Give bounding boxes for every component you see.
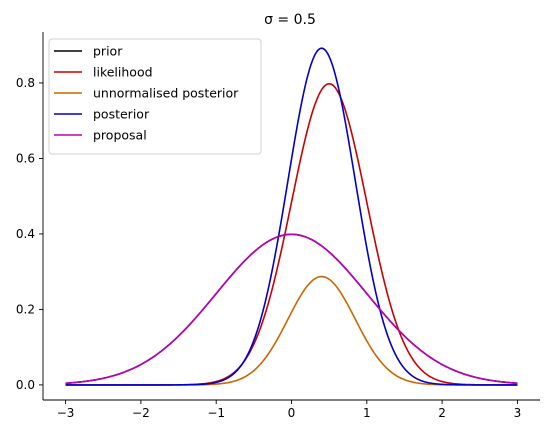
legend-label: proposal — [93, 128, 147, 143]
x-tick-label: 1 — [363, 406, 371, 420]
legend: prior likelihood unnormalised posterior pos… — [48, 38, 262, 155]
legend-label: unnormalised posterior — [93, 86, 239, 101]
series-line-posterior — [65, 47, 518, 386]
x-tick-label: 0 — [288, 406, 296, 420]
legend-label: likelihood — [93, 65, 153, 80]
series-line-proposal — [65, 233, 518, 385]
y-tick-label: 0.6 — [16, 151, 35, 165]
x-tick-label: 2 — [438, 406, 446, 420]
legend-box — [48, 38, 262, 155]
y-tick-label: 0.2 — [16, 302, 35, 316]
y-tick-label: 0.0 — [16, 378, 35, 392]
x-tick-label: −3 — [57, 406, 75, 420]
chart-title: σ = 0.5 — [264, 12, 316, 28]
x-ticks: −3 −2 −1 0 1 2 3 — [57, 400, 521, 420]
x-tick-label: 3 — [514, 406, 522, 420]
legend-label: prior — [93, 44, 123, 59]
legend-label: posterior — [93, 107, 150, 122]
x-tick-label: −1 — [207, 406, 225, 420]
y-ticks: 0.0 0.2 0.4 0.6 0.8 — [16, 76, 43, 392]
y-tick-label: 0.4 — [16, 227, 35, 241]
plot-lines — [65, 47, 518, 386]
x-tick-label: −2 — [132, 406, 150, 420]
series-line-prior — [65, 233, 518, 385]
y-tick-label: 0.8 — [16, 76, 35, 90]
